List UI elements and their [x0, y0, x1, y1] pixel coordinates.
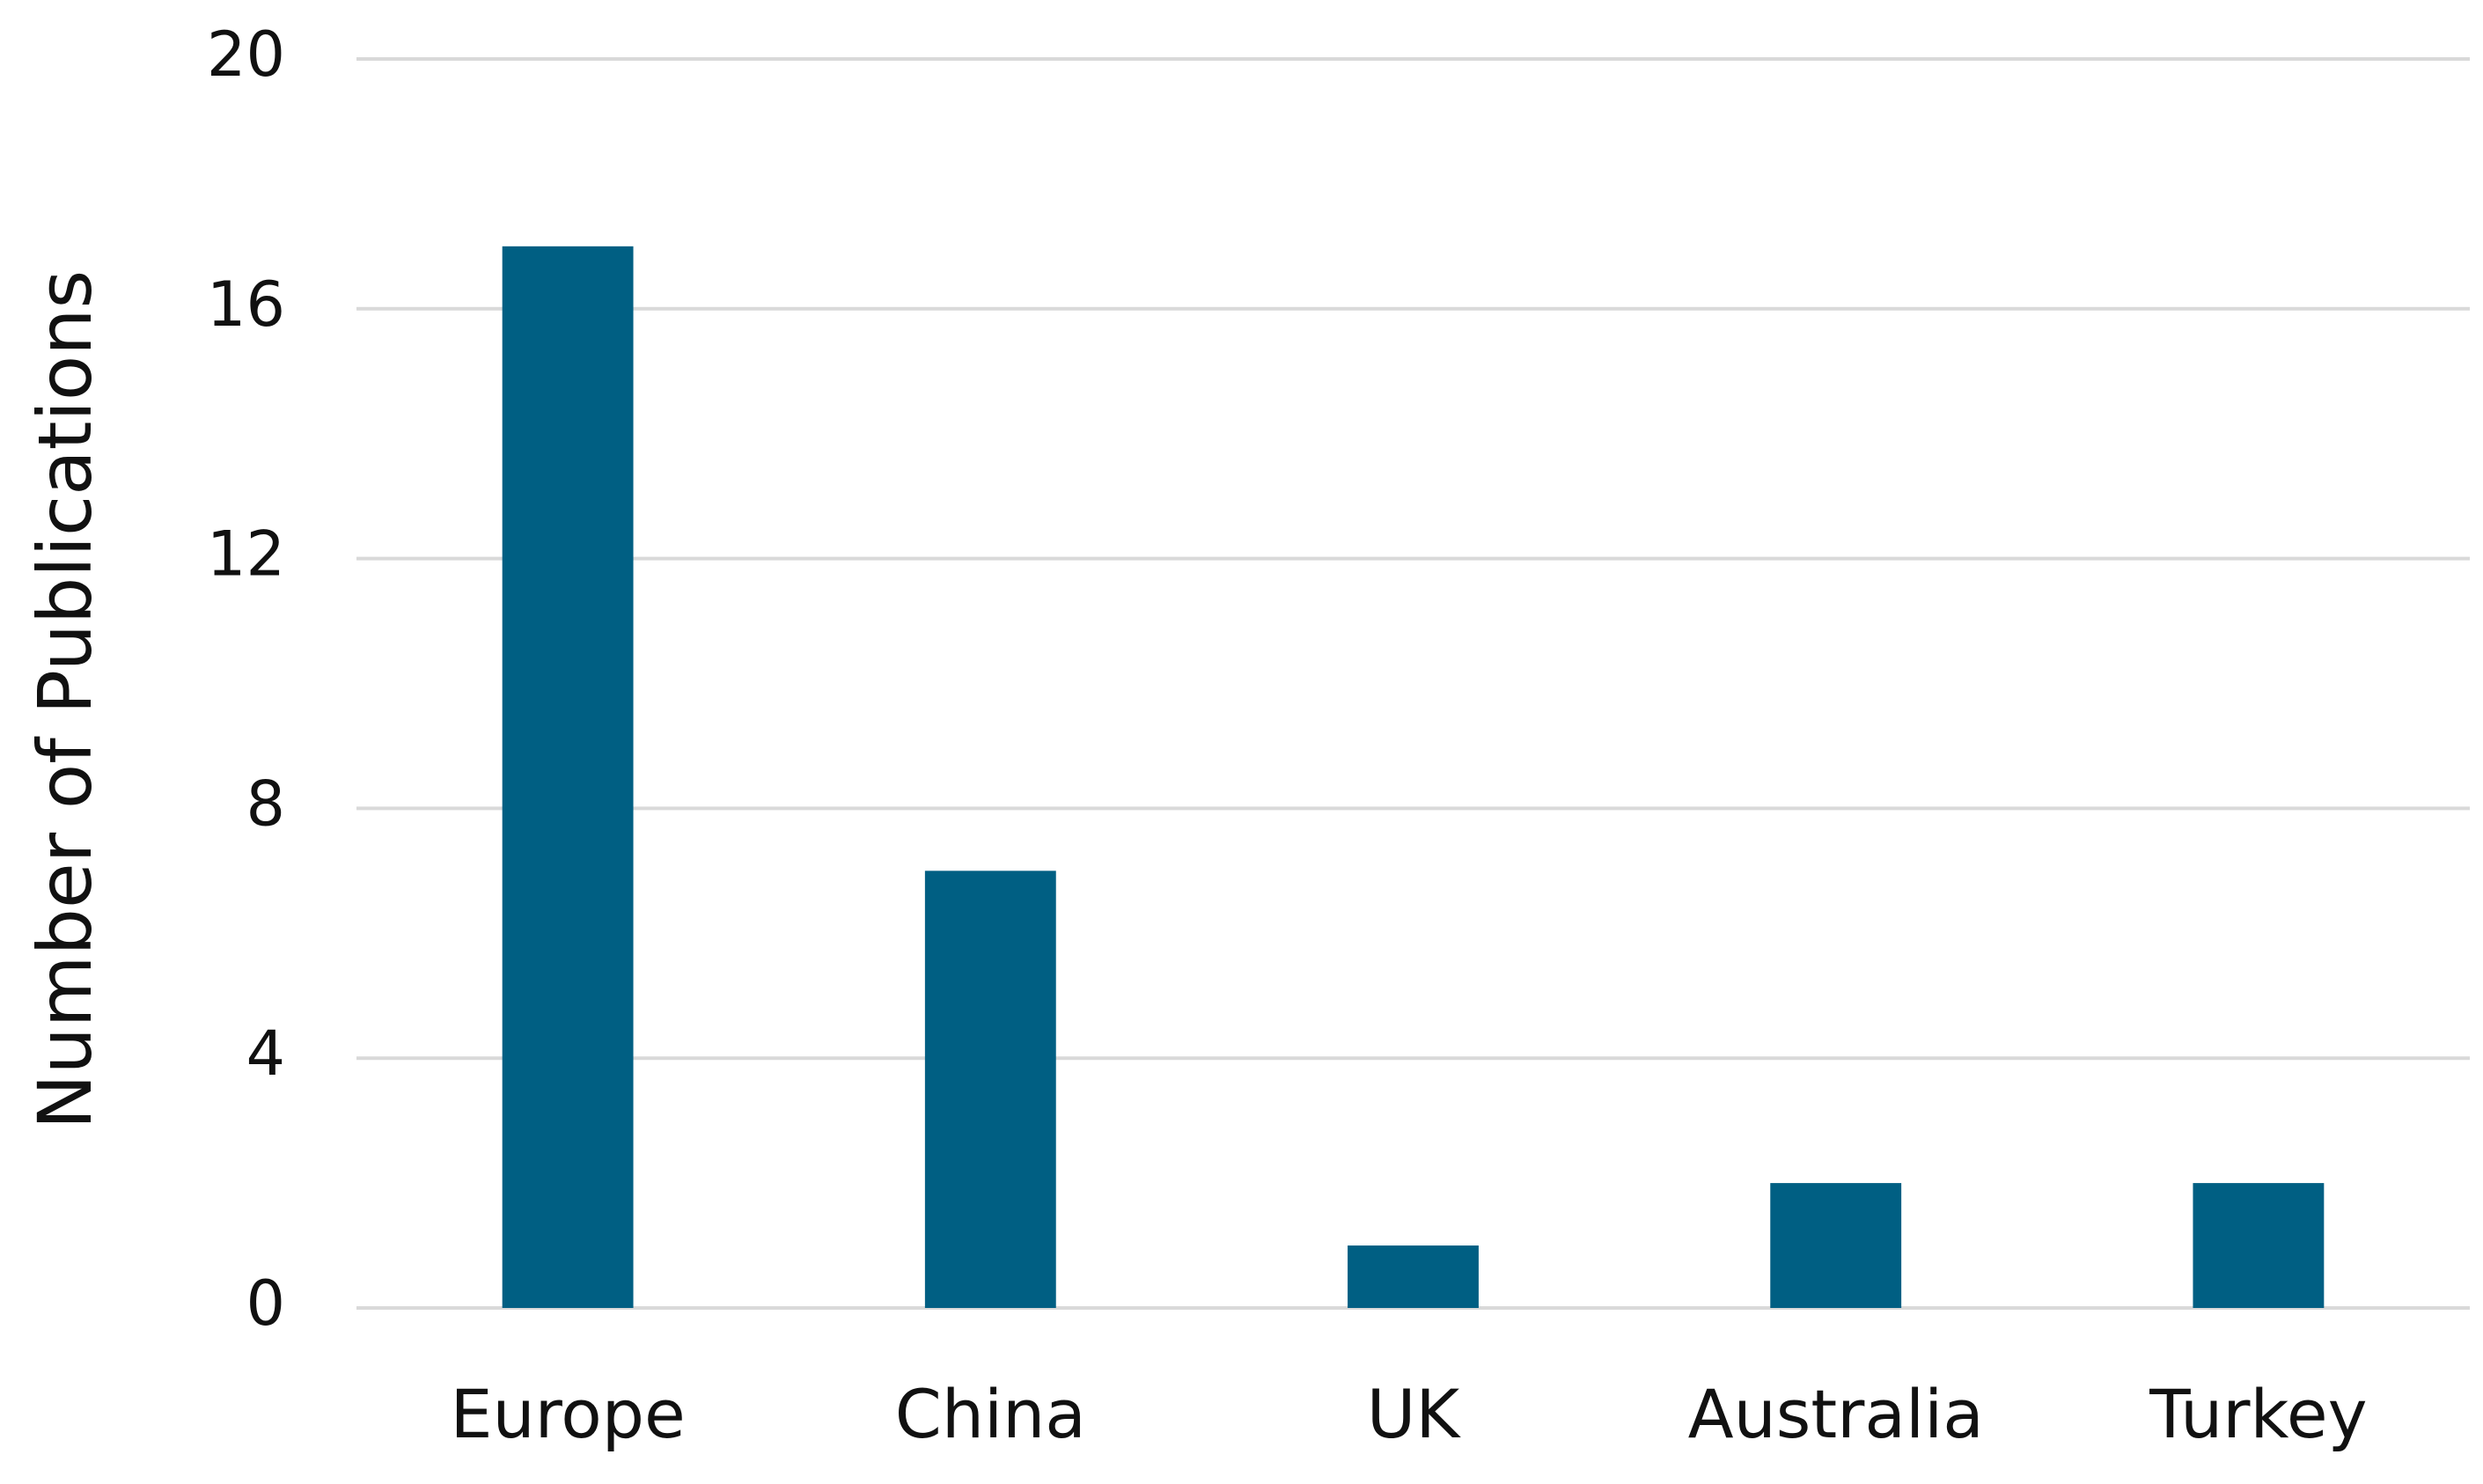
bar	[1348, 1245, 1479, 1308]
bar	[2193, 1183, 2325, 1308]
y-tick-label: 20	[207, 18, 285, 91]
bar	[924, 871, 1056, 1308]
y-tick-label: 16	[207, 268, 285, 341]
bar	[1770, 1183, 1902, 1308]
x-tick-label: Turkey	[2149, 1375, 2367, 1453]
bar	[502, 246, 634, 1309]
x-tick-label: Europe	[450, 1375, 685, 1453]
y-axis-label: Number of Publications	[22, 270, 108, 1130]
y-tick-label: 12	[207, 518, 285, 591]
x-tick-label: UK	[1367, 1375, 1462, 1453]
x-tick-label: China	[895, 1375, 1086, 1453]
y-tick-label: 4	[246, 1017, 285, 1090]
x-tick-label: Australia	[1688, 1375, 1984, 1453]
y-tick-label: 0	[246, 1267, 285, 1340]
y-tick-label: 8	[246, 768, 285, 840]
